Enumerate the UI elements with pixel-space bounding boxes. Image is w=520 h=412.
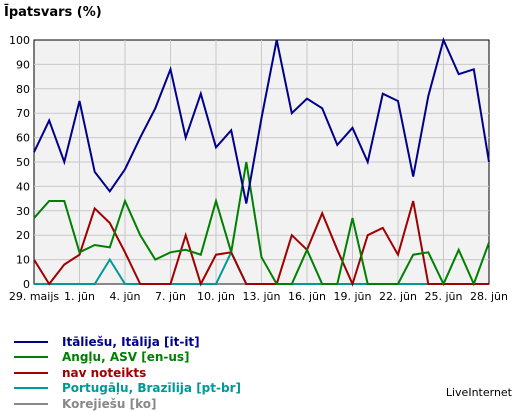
y-tick-label: 30 (16, 205, 30, 218)
series-line (33, 200, 489, 287)
legend: Itāliešu, Itālija [it-it] Angļu, ASV [en-… (14, 334, 241, 412)
y-tick-label: 0 (23, 278, 30, 291)
legend-item: Portugāļu, Brazīlija [pt-br] (14, 381, 241, 397)
legend-item: Korejiešu [ko] (14, 396, 241, 412)
legend-swatch (14, 356, 48, 359)
x-tick-label: 28. jūn (470, 290, 508, 303)
x-tick-label: 1. jūn (64, 290, 95, 303)
y-tick-label: 100 (9, 34, 30, 47)
x-tick-label: 13. jūn (243, 290, 281, 303)
legend-label: nav noteikts (62, 365, 147, 380)
legend-item: nav noteikts (14, 365, 241, 381)
y-tick-label: 20 (16, 229, 30, 242)
y-tick-label: 70 (16, 107, 30, 120)
series-line (33, 161, 490, 287)
x-tick-label: 7. jūn (155, 290, 186, 303)
x-tick-label: 19. jūn (334, 290, 372, 303)
legend-swatch (14, 387, 48, 390)
x-tick-label: 22. jūn (379, 290, 417, 303)
legend-label: Korejiešu [ko] (62, 396, 157, 411)
y-tick-label: 90 (16, 58, 30, 71)
legend-swatch (14, 402, 48, 405)
legend-label: Angļu, ASV [en-us] (62, 350, 190, 365)
y-axis-label: Īpatsvars (%) (4, 5, 102, 20)
legend-label: Portugāļu, Brazīlija [pt-br] (62, 381, 241, 396)
x-tick-label: 10. jūn (197, 290, 235, 303)
y-tick-label: 50 (16, 156, 30, 169)
y-tick-label: 10 (16, 254, 30, 267)
y-tick-label: 80 (16, 83, 30, 96)
x-tick-label: 16. jūn (288, 290, 326, 303)
x-tick-label: 25. jūn (425, 290, 463, 303)
credit-text: LiveInternet (445, 386, 512, 399)
series-lines (33, 37, 490, 287)
y-tick-label: 60 (16, 132, 30, 145)
y-tick-label: 40 (16, 180, 30, 193)
legend-swatch (14, 371, 48, 374)
y-tick-labels: 0 10 20 30 40 50 60 70 80 90 100 (9, 34, 30, 291)
legend-label: Itāliešu, Itālija [it-it] (62, 334, 200, 349)
legend-item: Angļu, ASV [en-us] (14, 350, 241, 366)
x-tick-label: 4. jūn (110, 290, 141, 303)
legend-swatch (14, 340, 48, 343)
x-tick-labels: 29. maijs 1. jūn 4. jūn 7. jūn 10. jūn 13. jū… (9, 290, 508, 303)
legend-item: Itāliešu, Itālija [it-it] (14, 334, 241, 350)
series-line (33, 37, 490, 204)
x-tick-label: 29. maijs (9, 290, 60, 303)
